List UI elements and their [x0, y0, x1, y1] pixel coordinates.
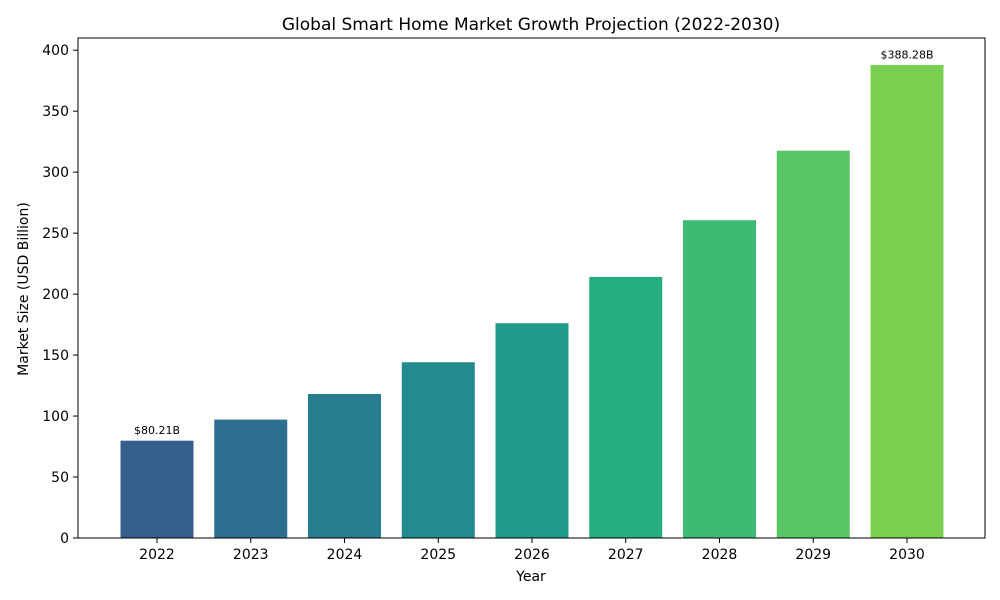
x-tick-label-2024: 2024	[327, 547, 363, 563]
y-tick-label-50: 50	[51, 470, 69, 486]
bar-2026	[494, 322, 570, 539]
bar-2024	[307, 392, 382, 539]
y-tick-label-350: 350	[42, 104, 69, 120]
y-axis-title: Market Size (USD Billion)	[16, 202, 32, 376]
x-tick-label-2023: 2023	[233, 547, 269, 563]
y-tick-label-0: 0	[60, 531, 69, 547]
data-labels-group: $80.21B $388.28B	[134, 48, 934, 437]
bars-group	[119, 63, 945, 539]
x-tick-label-2026: 2026	[514, 547, 550, 563]
x-tick-label-2030: 2030	[889, 547, 925, 563]
x-tick-label-2022: 2022	[139, 547, 175, 563]
x-tick-label-2028: 2028	[702, 547, 738, 563]
bar-2023	[213, 418, 289, 539]
x-axis-title: Year	[515, 569, 546, 585]
axes-group: 0 50 100 150 200 250 300 350 400 2022 2023 2024 2025…	[42, 37, 986, 563]
data-label-2022: $80.21B	[134, 424, 180, 437]
bar-2028	[682, 219, 757, 539]
y-tick-label-250: 250	[42, 226, 69, 242]
bar-2022	[119, 439, 195, 539]
x-tick-label-2029: 2029	[795, 547, 831, 563]
y-tick-label-400: 400	[42, 43, 69, 59]
bar-2029	[775, 149, 851, 539]
y-tick-label-300: 300	[42, 165, 69, 181]
bar-2025	[400, 361, 476, 539]
bar-2027	[588, 275, 664, 539]
data-label-2030: $388.28B	[880, 48, 933, 61]
x-tick-label-2025: 2025	[420, 547, 456, 563]
bar-2030	[869, 63, 945, 539]
y-tick-label-200: 200	[42, 287, 69, 303]
y-tick-label-100: 100	[42, 409, 69, 425]
chart-title: Global Smart Home Market Growth Projecti…	[282, 15, 780, 35]
x-tick-label-2027: 2027	[608, 547, 644, 563]
y-tick-label-150: 150	[42, 348, 69, 364]
